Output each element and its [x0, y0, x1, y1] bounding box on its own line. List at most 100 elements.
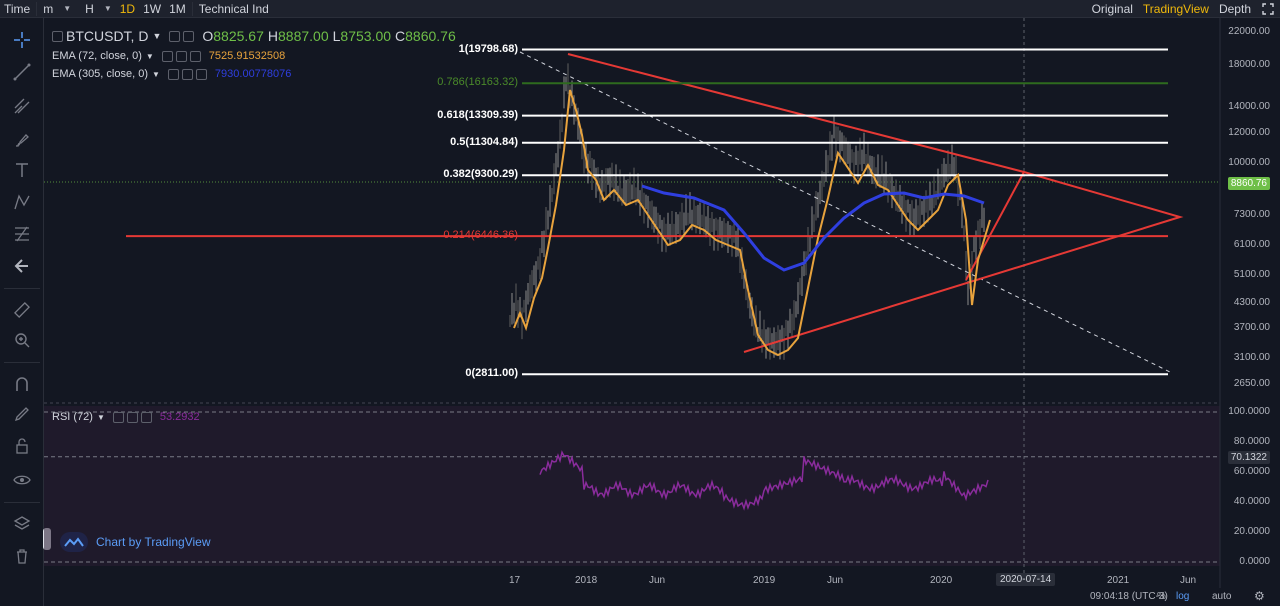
close-icon[interactable] — [183, 30, 195, 42]
chart-area[interactable]: BTCUSDT, D ▼ O 8825.67 H 8887.00 L 8753.00 … — [44, 18, 1280, 606]
close-icon[interactable] — [140, 411, 152, 423]
bottom-bar: 09:04:18 (UTC-3) % log auto ⚙ — [44, 588, 1280, 606]
rsi-axis-label: 60.0000 — [1233, 466, 1270, 477]
low-value: 8753.00 — [340, 28, 392, 44]
pattern-icon[interactable] — [10, 190, 34, 214]
price-axis-label: 18000.00 — [1228, 59, 1270, 71]
minutes-dropdown[interactable]: m ▼ — [43, 1, 72, 16]
fullscreen-icon — [1262, 3, 1274, 15]
top-toolbar: Time m ▼ H ▼ 1D 1W 1M Technical Ind Origin… — [0, 0, 1280, 18]
rsi-marker-tag: 70.1322 — [1227, 451, 1270, 464]
settings-icon[interactable] — [175, 50, 187, 62]
pitchfork-icon[interactable] — [10, 94, 34, 118]
ema305-label[interactable]: EMA (305, close, 0) — [52, 68, 148, 80]
time-axis-label: 17 — [509, 575, 521, 586]
fullscreen-button[interactable] — [1256, 0, 1280, 18]
rsi-legend: RSI (72) ▼ 53.2932 — [52, 411, 200, 423]
trash-icon[interactable] — [10, 544, 34, 568]
view-original-tab[interactable]: Original — [1091, 2, 1133, 16]
ema305-line — [641, 184, 985, 272]
caret-down-icon[interactable]: ▼ — [152, 69, 160, 79]
zoom-icon[interactable] — [10, 328, 34, 352]
fib-level-label: 0.786(16163.32) — [437, 76, 518, 89]
separator — [191, 1, 193, 16]
crosshair-icon[interactable] — [10, 28, 34, 52]
hours-dropdown[interactable]: H ▼ — [85, 1, 112, 16]
rsi-axis-label: 100.0000 — [1228, 406, 1270, 417]
rsi-axis-label: 40.0000 — [1233, 496, 1270, 507]
divider — [4, 288, 40, 289]
interval-1m-button[interactable]: 1M — [169, 1, 186, 16]
candlestick-series — [509, 63, 985, 360]
drawings-layer — [519, 51, 1184, 373]
time-axis-label: Jun — [827, 575, 844, 586]
fib-retracement — [126, 48, 1168, 376]
percent-toggle[interactable]: % — [1157, 591, 1166, 602]
gear-icon[interactable]: ⚙ — [1254, 589, 1265, 603]
settings-icon[interactable] — [169, 30, 181, 42]
interval-1w-button[interactable]: 1W — [143, 1, 162, 16]
caret-down-icon[interactable]: ▼ — [96, 412, 105, 422]
price-axis-label: 10000.00 — [1228, 157, 1270, 169]
ema72-line — [513, 89, 991, 357]
fib-retracement-icon[interactable] — [10, 222, 34, 246]
fib-level-label: 0.618(13309.39) — [437, 108, 518, 121]
low-key: L — [332, 28, 341, 44]
collapse-icon[interactable] — [52, 30, 63, 42]
auto-toggle[interactable]: auto — [1212, 591, 1232, 602]
close-key: C — [395, 28, 406, 44]
divider — [4, 362, 40, 363]
interval-1d-button[interactable]: 1D — [119, 1, 136, 16]
rsi-line — [539, 450, 989, 511]
settings-icon[interactable] — [181, 68, 193, 80]
rsi-axis-label: 20.0000 — [1233, 526, 1270, 537]
current-price-tag: 8860.76 — [1227, 177, 1270, 190]
close-icon[interactable] — [195, 68, 207, 80]
trend-line-icon[interactable] — [10, 60, 34, 84]
eye-icon[interactable] — [10, 468, 34, 492]
ruler-icon[interactable] — [10, 298, 34, 322]
price-axis-label: 6100.00 — [1233, 239, 1270, 251]
view-depth-tab[interactable]: Depth — [1218, 2, 1251, 16]
rsi-value: 53.2932 — [159, 411, 200, 423]
rsi-label[interactable]: RSI (72) — [52, 411, 93, 423]
tradingview-logo-icon — [60, 532, 88, 552]
visibility-icon[interactable] — [161, 50, 173, 62]
settings-icon[interactable] — [126, 411, 138, 423]
fib-level-label: 0.5(11304.84) — [450, 135, 518, 148]
rsi-pane-background — [44, 406, 1220, 566]
price-axis-label: 22000.00 — [1228, 26, 1270, 37]
time-axis-label: 2020 — [930, 575, 953, 586]
visibility-icon[interactable] — [167, 68, 179, 80]
visibility-icon[interactable] — [112, 411, 124, 423]
triangle-edge — [965, 171, 1025, 281]
caret-down-icon[interactable]: ▼ — [152, 31, 162, 41]
fib-level-label: 0.214(6446.36) — [443, 229, 518, 242]
caret-down-icon: ▼ — [63, 3, 72, 13]
open-key: O — [202, 28, 214, 44]
caret-down-icon[interactable]: ▼ — [145, 51, 154, 61]
layers-icon[interactable] — [10, 512, 34, 536]
magnet-icon[interactable] — [10, 372, 34, 396]
time-button[interactable]: Time — [4, 1, 31, 16]
brush-icon[interactable] — [10, 128, 34, 152]
view-tradingview-tab[interactable]: TradingView — [1142, 2, 1209, 16]
lock-icon[interactable] — [10, 434, 34, 458]
technical-indicators-button[interactable]: Technical Ind — [198, 1, 269, 16]
text-tool-icon[interactable] — [10, 158, 34, 182]
log-toggle[interactable]: log — [1176, 591, 1190, 602]
stay-drawing-icon[interactable] — [10, 402, 34, 426]
dashed-trendline — [519, 51, 1171, 373]
time-axis-label: Jun — [649, 575, 666, 586]
close-icon[interactable] — [189, 50, 201, 62]
symbol-title[interactable]: BTCUSDT, D — [66, 28, 149, 44]
crosshair-date-label: 2020-07-14 — [996, 573, 1056, 586]
back-arrow-icon[interactable] — [10, 254, 34, 278]
rsi-axis-label: 80.0000 — [1233, 436, 1270, 447]
price-axis-label: 7300.00 — [1233, 209, 1270, 221]
divider — [4, 502, 40, 503]
ema72-label[interactable]: EMA (72, close, 0) — [52, 50, 142, 62]
drawing-toolbar — [0, 18, 44, 606]
watermark[interactable]: Chart by TradingView — [60, 532, 211, 552]
fib-level-label: 1(19798.68) — [458, 42, 518, 55]
